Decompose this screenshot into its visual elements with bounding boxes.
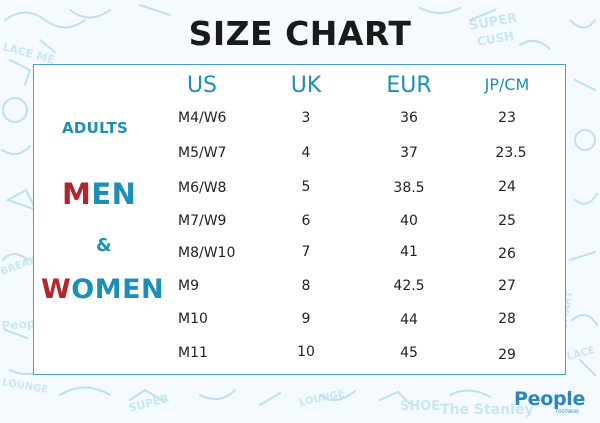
svg-text:LOUNGE: LOUNGE [1,377,48,396]
cell-eur: 38.5 [393,180,425,196]
cell-uk: 9 [301,311,311,327]
cell-uk: 5 [301,179,311,195]
svg-text:SUPER: SUPER [127,392,170,415]
cell-jpcm: 28 [498,311,516,327]
cell-jpcm: 25 [498,213,516,229]
cell-uk: 8 [301,278,311,294]
cell-eur: 42.5 [393,278,425,294]
cell-uk: 7 [301,244,311,260]
column-header-jpcm: JP/CM [484,75,530,94]
cell-jpcm: 29 [498,347,516,363]
people-logo: People [514,388,586,410]
svg-text:CUSH: CUSH [476,29,515,49]
cell-eur: 36 [400,110,418,126]
ampersand-label: & [96,235,112,256]
cell-us: M7/W9 [178,213,227,229]
cell-us: M11 [178,345,208,361]
size-chart-panel: ADULTS MEN & WOMEN US UK EUR JP/CM M4/W6… [33,64,566,375]
cell-jpcm: 26 [498,246,516,262]
cell-eur: 45 [400,345,418,361]
women-rest: OMEN [71,274,165,305]
cell-uk: 4 [301,145,311,161]
page-title: SIZE CHART [188,14,412,53]
cell-us: M4/W6 [178,110,227,126]
cell-jpcm: 27 [498,278,516,294]
cell-jpcm: 23 [498,110,516,126]
svg-text:SHOE: SHOE [400,399,440,414]
women-initial: W [41,274,72,305]
cell-us: M5/W7 [178,145,227,161]
cell-eur: 37 [400,145,418,161]
men-rest: EN [91,177,137,211]
svg-text:The Stanley: The Stanley [440,402,534,418]
cell-uk: 6 [301,213,311,229]
gender-labels: ADULTS MEN & WOMEN [34,65,174,374]
cell-eur: 44 [400,312,418,328]
people-logo-subtitle: FOOTWEAR [556,409,580,414]
cell-us: M10 [178,311,208,327]
svg-text:LOUNGE: LOUNGE [298,389,345,409]
women-label: WOMEN [41,274,164,305]
cell-jpcm: 23.5 [495,145,527,161]
cell-eur: 40 [400,213,418,229]
cell-us: M6/W8 [178,180,227,196]
cell-uk: 3 [301,110,311,126]
men-label: MEN [62,177,136,211]
adults-label: ADULTS [62,119,129,137]
cell-jpcm: 24 [498,179,516,195]
cell-us: M9 [178,278,199,294]
column-header-us: US [186,73,218,98]
column-header-eur: EUR [386,73,432,98]
cell-uk: 10 [297,344,315,360]
men-initial: M [62,177,92,211]
cell-eur: 41 [400,244,418,260]
column-header-uk: UK [290,73,322,98]
cell-us: M8/W10 [178,245,236,261]
